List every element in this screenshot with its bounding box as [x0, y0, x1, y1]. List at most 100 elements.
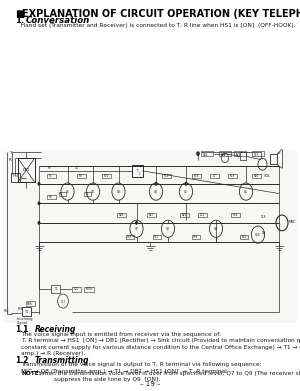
Circle shape	[154, 182, 158, 186]
Bar	[26, 301, 34, 306]
Text: Q7: Q7	[135, 226, 138, 230]
Text: Q9: Q9	[262, 231, 266, 235]
Text: R33: R33	[127, 235, 133, 239]
Text: Hand set (Transmitter and Receiver) is connected to T, R line when HS1 is [ON]  : Hand set (Transmitter and Receiver) is c…	[15, 23, 296, 28]
Text: MIC: MIC	[289, 220, 296, 224]
Text: C11: C11	[200, 213, 205, 217]
Bar	[84, 192, 91, 196]
Text: Conversation: Conversation	[26, 16, 90, 25]
Text: Receiving: Receiving	[34, 325, 76, 334]
Text: Q8: Q8	[166, 226, 170, 230]
Bar	[102, 174, 111, 178]
Bar	[76, 174, 85, 178]
Text: C15: C15	[154, 235, 160, 239]
Bar	[3, 151, 297, 323]
Bar	[46, 174, 56, 178]
Text: – 19 –: – 19 –	[140, 381, 160, 387]
Text: Transmitting: Transmitting	[34, 356, 89, 365]
Text: T: T	[9, 151, 11, 155]
Text: R6: R6	[49, 195, 53, 199]
Bar	[252, 174, 261, 178]
Text: VOL: VOL	[264, 174, 271, 178]
Text: R: R	[9, 158, 12, 161]
Text: C7: C7	[213, 174, 216, 178]
Text: C2: C2	[86, 192, 89, 196]
Bar	[234, 151, 246, 156]
Text: NOTE:: NOTE:	[21, 371, 41, 376]
Text: Q2: Q2	[91, 189, 95, 193]
Bar	[252, 151, 264, 156]
Text: Q3: Q3	[117, 189, 120, 193]
Text: Q4: Q4	[154, 189, 158, 193]
Circle shape	[135, 221, 138, 225]
Text: R16: R16	[194, 174, 199, 178]
Bar	[132, 165, 142, 177]
Circle shape	[38, 221, 40, 225]
Bar	[228, 174, 237, 178]
Bar	[240, 235, 248, 239]
Text: R12: R12	[164, 174, 169, 178]
Text: Q1: Q1	[66, 189, 69, 193]
Text: R10: R10	[104, 174, 109, 178]
Text: Q6: Q6	[244, 189, 248, 193]
Text: R36: R36	[27, 302, 33, 306]
Text: EXPLANATION OF CIRCUIT OPERATION (KEY TELEPHONE): EXPLANATION OF CIRCUIT OPERATION (KEY TE…	[22, 9, 300, 19]
Bar	[51, 285, 60, 293]
Text: R3: R3	[48, 166, 51, 170]
Bar	[126, 235, 134, 239]
Bar	[11, 173, 20, 182]
Text: C20: C20	[74, 287, 79, 291]
Bar	[147, 213, 156, 217]
Text: T1: T1	[24, 310, 28, 314]
Text: C1: C1	[60, 192, 64, 196]
Text: R32: R32	[233, 213, 238, 217]
Text: R29: R29	[182, 213, 187, 217]
Text: ■: ■	[15, 9, 24, 19]
Text: Q5: Q5	[184, 189, 188, 193]
Text: R8: R8	[79, 174, 83, 178]
Text: C15: C15	[254, 153, 259, 157]
Text: R27: R27	[149, 213, 154, 217]
Text: DB1: DB1	[22, 168, 30, 172]
Bar	[198, 213, 207, 217]
Text: R36: R36	[193, 235, 199, 239]
Text: 1.2: 1.2	[15, 356, 28, 365]
Bar	[117, 213, 126, 217]
Text: When the transmission voice level is over from specified level, Q7 to Q9 (The re: When the transmission voice level is ove…	[39, 371, 300, 382]
Bar	[180, 213, 189, 217]
Bar	[219, 151, 231, 156]
Circle shape	[184, 182, 188, 186]
Text: T1: T1	[54, 287, 57, 291]
Text: Signal: Signal	[16, 321, 27, 325]
Text: 1.: 1.	[15, 16, 24, 25]
Bar	[270, 154, 277, 164]
Bar	[22, 307, 31, 316]
Text: R20: R20	[254, 174, 259, 178]
Text: 1: 1	[139, 172, 140, 176]
Text: HS2: HS2	[4, 309, 9, 313]
Text: R19: R19	[230, 174, 235, 178]
Text: Q11: Q11	[60, 299, 66, 303]
Bar	[210, 174, 219, 178]
Text: R40: R40	[241, 235, 247, 239]
Circle shape	[38, 182, 40, 186]
Bar	[46, 195, 56, 199]
Circle shape	[196, 151, 200, 156]
Bar	[153, 235, 161, 239]
Text: C18: C18	[261, 215, 267, 219]
Bar	[162, 174, 171, 178]
Text: R38: R38	[18, 307, 23, 311]
Bar	[231, 213, 240, 217]
Bar	[240, 152, 246, 160]
Text: 1.1: 1.1	[15, 325, 28, 334]
Text: The voice signal input is emitted from receiver via the sequence of:
T, R termin: The voice signal input is emitted from r…	[21, 332, 300, 356]
Bar	[192, 235, 200, 239]
Bar	[58, 192, 66, 196]
Bar	[192, 174, 201, 178]
Circle shape	[38, 201, 40, 205]
Text: HSl: HSl	[13, 174, 19, 178]
Bar	[84, 287, 94, 292]
Text: R22: R22	[236, 153, 241, 157]
Text: R21: R21	[220, 153, 226, 157]
Text: R808: R808	[85, 287, 92, 291]
